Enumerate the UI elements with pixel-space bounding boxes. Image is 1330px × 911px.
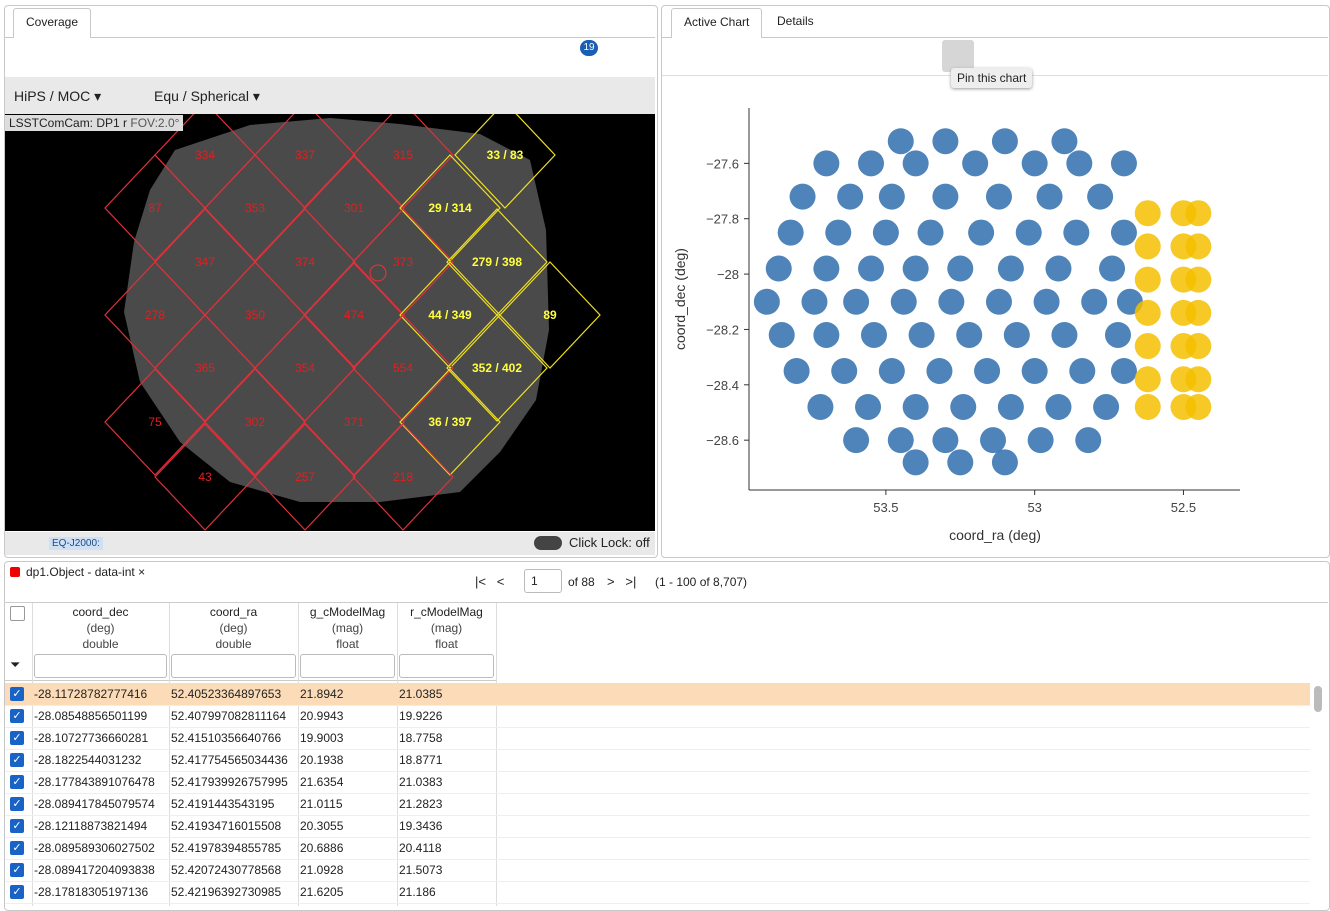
cell: 52.417939926757995 [171,775,296,789]
column-unit: (deg) [169,621,298,635]
active-chart-tab[interactable]: Active Chart [671,8,762,38]
row-checkbox[interactable]: ✓ [10,775,24,789]
column-filter[interactable] [171,654,296,678]
row-checkbox[interactable]: ✓ [10,753,24,767]
column-name: coord_dec [32,605,169,619]
page-count: of 88 [568,575,595,589]
tooltip: Pin this chart [951,68,1032,88]
cell: -28.12118873821494 [34,819,167,833]
cell: -28.11728782777416 [34,687,167,701]
column-unit: (deg) [32,621,169,635]
filter-icon[interactable]: ⏷ [10,657,20,673]
cell: 21.186 [399,885,494,899]
row-checkbox[interactable]: ✓ [10,885,24,899]
cell: -28.089589306027502 [34,841,167,855]
cell: -28.10727736660281 [34,731,167,745]
cell: 18.7758 [399,731,494,745]
divider [5,602,1328,603]
cell: 18.8771 [399,753,494,767]
cell: 21.5073 [399,863,494,877]
column-type: double [32,637,169,651]
hips-menu-label: HiPS / MOC [14,88,90,104]
divider [5,680,496,681]
cell: 20.4118 [399,841,494,855]
table-tab-label: dp1.Object - data-int [26,565,135,579]
cell: 20.3055 [300,819,395,833]
column-type: double [169,637,298,651]
cell: 21.0115 [300,797,395,811]
cell: 52.41934716015508 [171,819,296,833]
row-checkbox[interactable]: ✓ [10,709,24,723]
cell: 21.6354 [300,775,395,789]
row-checkbox[interactable]: ✓ [10,841,24,855]
layer-count-badge: 19 [580,40,598,56]
column-name: coord_ra [169,605,298,619]
row-checkbox[interactable]: ✓ [10,819,24,833]
column-unit: (mag) [397,621,496,635]
coverage-tab[interactable]: Coverage [13,8,91,38]
cell: 19.9226 [399,709,494,723]
cell: 20.6886 [300,841,395,855]
cell: -28.089417845079574 [34,797,167,811]
details-tab[interactable]: Details [777,14,814,28]
row-checkbox[interactable]: ✓ [10,863,24,877]
coord-sys[interactable]: EQ-J2000: [49,537,103,550]
column-filter[interactable] [300,654,395,678]
projection-menu-label: Equ / Spherical [154,88,249,104]
image-title: LSSTComCam: DP1 r FOV:2.0° [5,115,183,131]
row-checkbox[interactable]: ✓ [10,731,24,745]
cell: 20.1938 [300,753,395,767]
column-type: float [298,637,397,651]
column-name: r_cModelMag [397,605,496,619]
table-color [10,567,20,577]
scrollbar[interactable] [1314,686,1322,712]
divider [5,37,655,38]
row-range: (1 - 100 of 8,707) [655,575,747,589]
hips-toolbar [5,77,655,114]
first-page[interactable]: |< < [475,574,504,589]
cell: -28.08548856501199 [34,709,167,723]
cell: 52.41510356640766 [171,731,296,745]
table-tab[interactable]: dp1.Object - data-int × [26,565,145,579]
cell: 52.42196392730985 [171,885,296,899]
cell: 21.6205 [300,885,395,899]
cell: 20.9943 [300,709,395,723]
cell: 19.3436 [399,819,494,833]
column-filter[interactable] [399,654,494,678]
cell: 21.2823 [399,797,494,811]
cell: -28.17818305197136 [34,885,167,899]
cell: 52.407997082811164 [171,709,296,723]
column-unit: (mag) [298,621,397,635]
cell: 19.9003 [300,731,395,745]
projection-menu[interactable]: Equ / Spherical ▾ [154,88,260,105]
next-page[interactable]: > >| [607,574,636,589]
click-lock-toggle[interactable] [534,536,562,550]
page-input[interactable]: 1 [524,569,562,593]
cell: 21.0383 [399,775,494,789]
cell: 52.41978394855785 [171,841,296,855]
image-name: LSSTComCam: DP1 r [9,116,127,130]
cell: 52.417754565034436 [171,753,296,767]
cell: 52.4191443543195 [171,797,296,811]
cell: -28.089417204093838 [34,863,167,877]
select-all[interactable] [10,606,25,621]
cell: 21.0385 [399,687,494,701]
column-type: float [397,637,496,651]
cell: -28.1822544031232 [34,753,167,767]
fov: FOV:2.0° [130,116,179,130]
cell: 21.8942 [300,687,395,701]
cell: 52.42072430778568 [171,863,296,877]
cell: -28.177843891076478 [34,775,167,789]
row-checkbox[interactable]: ✓ [10,687,24,701]
cell: 21.0928 [300,863,395,877]
cell: 52.40523364897653 [171,687,296,701]
column-filter[interactable] [34,654,167,678]
hips-menu[interactable]: HiPS / MOC ▾ [14,88,101,105]
row-checkbox[interactable]: ✓ [10,797,24,811]
column-name: g_cModelMag [298,605,397,619]
click-lock-label: Click Lock: off [569,535,650,550]
